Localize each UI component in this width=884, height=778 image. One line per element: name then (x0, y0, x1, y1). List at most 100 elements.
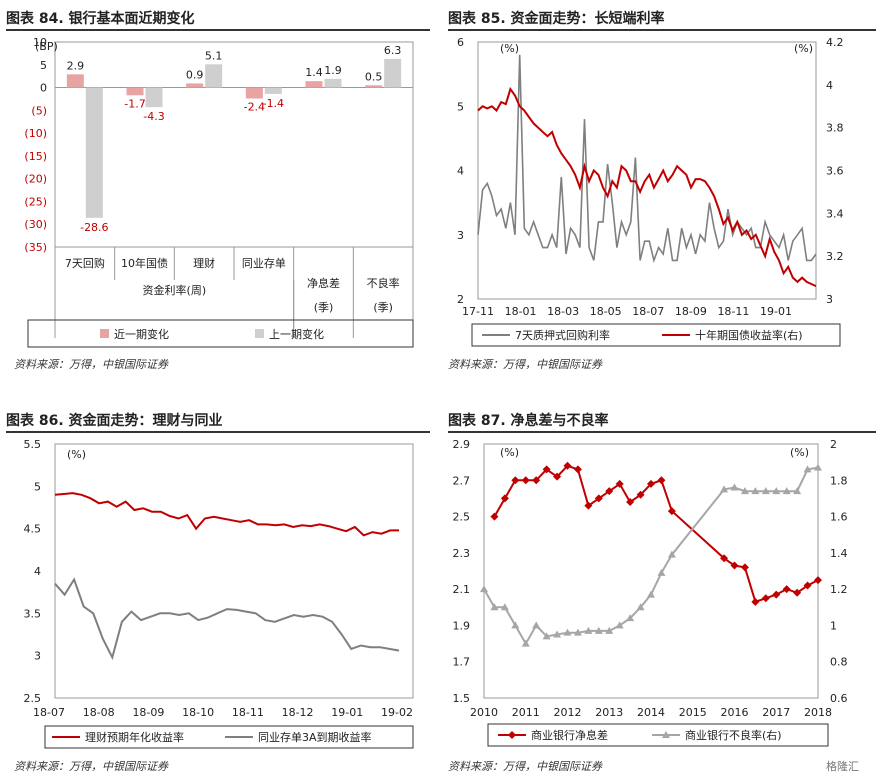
data-point (563, 628, 572, 636)
data-point (803, 465, 812, 473)
bar (186, 83, 204, 88)
data-point (573, 465, 582, 474)
data-point (626, 614, 635, 622)
data-point (772, 487, 781, 495)
y-tick-label: (10) (24, 127, 47, 140)
x-tick-label: 18-09 (675, 305, 707, 318)
category-label: 不良率 (367, 276, 400, 290)
y-tick-label: 2.3 (453, 547, 471, 560)
chart-title-c85: 图表 85. 资金面走势：长短端利率 (448, 11, 665, 27)
bar (245, 87, 263, 99)
data-label: 1.4 (305, 66, 323, 79)
legend-box (471, 323, 841, 347)
bar (305, 81, 323, 88)
x-tick-label: 18-05 (590, 305, 622, 318)
x-tick-label: 2017 (762, 706, 790, 719)
x-tick-label: 2018 (804, 706, 832, 719)
y-tick-label: (5) (31, 104, 47, 117)
x-tick-label: 18-01 (505, 305, 537, 318)
x-tick-label: 2014 (637, 706, 665, 719)
plot-frame (483, 443, 819, 699)
data-point (730, 483, 739, 491)
x-tick-label: 18-07 (33, 706, 65, 719)
y2-tick-label: 3.6 (826, 165, 844, 178)
series-line (54, 577, 400, 661)
data-point (730, 561, 739, 570)
data-point (657, 476, 666, 485)
x-tick-label: 18-11 (232, 706, 264, 719)
watermark: 格隆汇 (826, 760, 859, 773)
legend-label: 上一期变化 (269, 327, 324, 341)
y2-unit-label: (%) (794, 42, 813, 55)
data-point (500, 494, 509, 503)
category-label: 同业存单 (242, 256, 286, 270)
y-tick-label: (25) (24, 195, 47, 208)
data-point (521, 476, 530, 485)
category-label: 7天回购 (65, 256, 105, 270)
series-line (477, 86, 817, 288)
y2-tick-label: 1.4 (830, 547, 848, 560)
title-rule (6, 431, 430, 433)
legend-label: 商业银行净息差 (531, 728, 608, 742)
x-tick-label: 19-01 (760, 305, 792, 318)
y2-tick-label: 1 (830, 619, 837, 632)
data-point (740, 487, 749, 495)
series-line (493, 464, 819, 604)
x-tick-label: 2013 (595, 706, 623, 719)
chart-c85: 2 3 4 5 6 3 3.2 3.4 3.6 3.8 4 4.2 (%) (%) 17-11 18-01 18… (457, 36, 844, 347)
chart-title-c86: 图表 86. 资金面走势：理财与同业 (6, 413, 223, 429)
data-point (667, 507, 676, 516)
bar (264, 87, 282, 94)
x-tick-label: 2010 (470, 706, 498, 719)
x-tick-label: 18-12 (282, 706, 314, 719)
legend-box (27, 319, 414, 348)
x-tick-label: 17-11 (462, 305, 494, 318)
plot-frame (477, 41, 817, 300)
category-label: 净息差 (307, 276, 340, 290)
data-point (532, 476, 541, 485)
data-label: 0.9 (186, 68, 204, 81)
legend-swatch (100, 329, 109, 338)
x-tick-label: 18-11 (717, 305, 749, 318)
x-tick-label: 2016 (721, 706, 749, 719)
y2-tick-label: 1.6 (830, 511, 848, 524)
category-label: (季) (314, 301, 334, 314)
y-tick-label: 4 (34, 565, 41, 578)
legend-label: 商业银行不良率(右) (685, 728, 782, 742)
legend-label: 7天质押式回购利率 (515, 328, 610, 342)
data-point (814, 463, 822, 471)
data-point (553, 472, 562, 481)
y-tick-label: 4 (457, 165, 464, 178)
x-tick-label: 19-02 (381, 706, 413, 719)
data-point (740, 563, 749, 572)
y-unit-label: (BP) (35, 40, 58, 53)
data-point (615, 621, 624, 629)
category-label: (季) (373, 301, 393, 314)
legend-marker (662, 731, 670, 738)
legend-swatch (255, 329, 264, 338)
y-tick-label: 6 (457, 36, 464, 49)
group-label: 资金利率(周) (143, 283, 207, 297)
chart-title-c87: 图表 87. 净息差与不良率 (448, 413, 609, 429)
data-point (500, 603, 509, 611)
data-point (511, 621, 520, 629)
y2-unit-label: (%) (790, 446, 809, 459)
y-tick-label: 3 (457, 229, 464, 242)
y2-tick-label: 1.8 (830, 474, 848, 487)
y2-tick-label: 0.8 (830, 656, 848, 669)
plot-frame (54, 443, 414, 699)
y2-tick-label: 3.8 (826, 122, 844, 135)
y-tick-label: (30) (24, 218, 47, 231)
data-point (636, 490, 645, 499)
legend-label: 近一期变化 (114, 327, 169, 341)
legend-label: 理财预期年化收益率 (85, 730, 184, 744)
y-tick-label: 2.5 (453, 511, 471, 524)
data-point (594, 494, 603, 503)
data-point (793, 487, 802, 495)
y-tick-label: 0 (40, 82, 47, 95)
data-point (584, 626, 593, 634)
legend-box (44, 725, 414, 749)
y-tick-label: 10 (33, 36, 47, 49)
legend-label: 同业存单3A到期收益率 (258, 730, 372, 744)
legend-box (487, 723, 829, 747)
